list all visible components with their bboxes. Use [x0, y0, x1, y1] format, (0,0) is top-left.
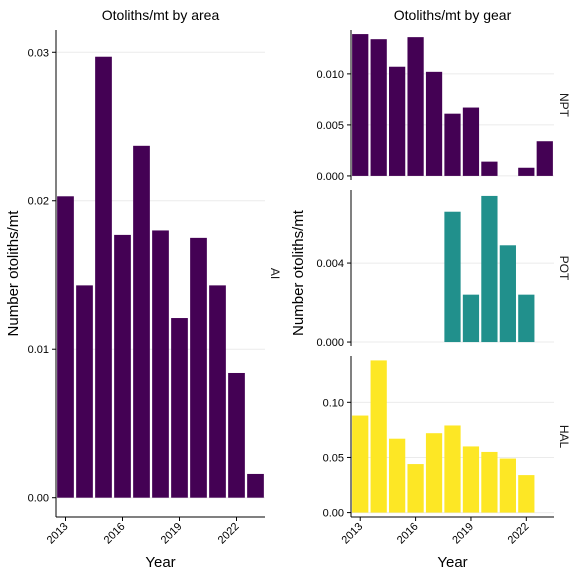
bar	[190, 237, 207, 498]
bar	[444, 113, 461, 176]
bar	[518, 475, 535, 513]
x-tick-label: 2019	[450, 521, 476, 547]
bar	[209, 285, 226, 498]
bar	[518, 167, 535, 176]
bar	[370, 39, 387, 176]
bar	[425, 433, 443, 513]
y-axis-label: Number otoliths/mt	[290, 209, 307, 336]
bar	[228, 372, 245, 498]
x-tick-label: 2022	[216, 521, 242, 547]
bar	[518, 294, 535, 343]
gear-chart: 0.000 0.005 0.010 NPT 0.000 0.004 POT 0.00 0.05 0…	[290, 7, 571, 571]
x-tick-label: 2016	[102, 521, 128, 547]
bar	[462, 294, 480, 343]
bar	[407, 464, 424, 513]
y-tick-label: 0.00	[28, 493, 49, 505]
bar	[536, 141, 553, 176]
y-tick-label: 0.05	[323, 452, 344, 464]
x-axis-label: Year	[145, 554, 175, 571]
x-tick-label: 2013	[45, 521, 71, 547]
bar	[76, 285, 93, 498]
bar	[389, 438, 406, 513]
bar	[352, 415, 369, 513]
x-tick-label: 2019	[159, 521, 185, 547]
y-tick-label: 0.01	[28, 344, 49, 356]
bar	[462, 107, 480, 176]
bar	[114, 234, 131, 498]
y-tick-label: 0.03	[28, 47, 49, 59]
bar	[499, 245, 516, 343]
y-tick-label: 0.004	[316, 258, 344, 270]
facet-label-hal: HAL	[557, 425, 571, 449]
bar	[133, 145, 150, 498]
facet-label-npt: NPT	[557, 93, 571, 118]
bar	[425, 71, 443, 176]
y-tick-label: 0.00	[323, 508, 344, 520]
facet-label-ai: AI	[268, 268, 282, 279]
x-tick-label: 2013	[340, 521, 366, 547]
x-tick-label: 2022	[506, 521, 532, 547]
y-tick-label: 0.02	[28, 196, 49, 208]
y-tick-label: 0.000	[316, 171, 344, 183]
bar	[481, 195, 498, 343]
bar	[247, 473, 264, 498]
y-axis-label: Number otoliths/mt	[5, 210, 22, 337]
bar	[407, 37, 424, 176]
bar	[462, 446, 480, 513]
bar	[57, 196, 74, 498]
bar	[171, 318, 188, 498]
chart-title: Otoliths/mt by area	[102, 7, 220, 23]
bar	[370, 360, 387, 513]
bar	[481, 161, 498, 176]
bar	[444, 211, 461, 343]
y-tick-label: 0.10	[323, 397, 344, 409]
chart-title: Otoliths/mt by gear	[394, 7, 512, 23]
y-tick-label: 0.010	[316, 69, 344, 81]
area-chart: 0.00 0.01 0.02 0.03 2013 2016 2019 2022 Otoliths…	[5, 7, 282, 571]
facet-label-pot: POT	[557, 256, 571, 281]
bar	[389, 66, 406, 176]
x-axis-label: Year	[437, 554, 467, 571]
y-tick-label: 0.005	[316, 120, 344, 132]
bar	[95, 56, 112, 498]
bar	[481, 451, 498, 513]
y-tick-label: 0.000	[316, 337, 344, 349]
bar	[499, 458, 516, 513]
bar	[152, 230, 169, 498]
x-tick-label: 2016	[395, 521, 421, 547]
bar	[444, 425, 461, 513]
bar	[352, 34, 369, 176]
